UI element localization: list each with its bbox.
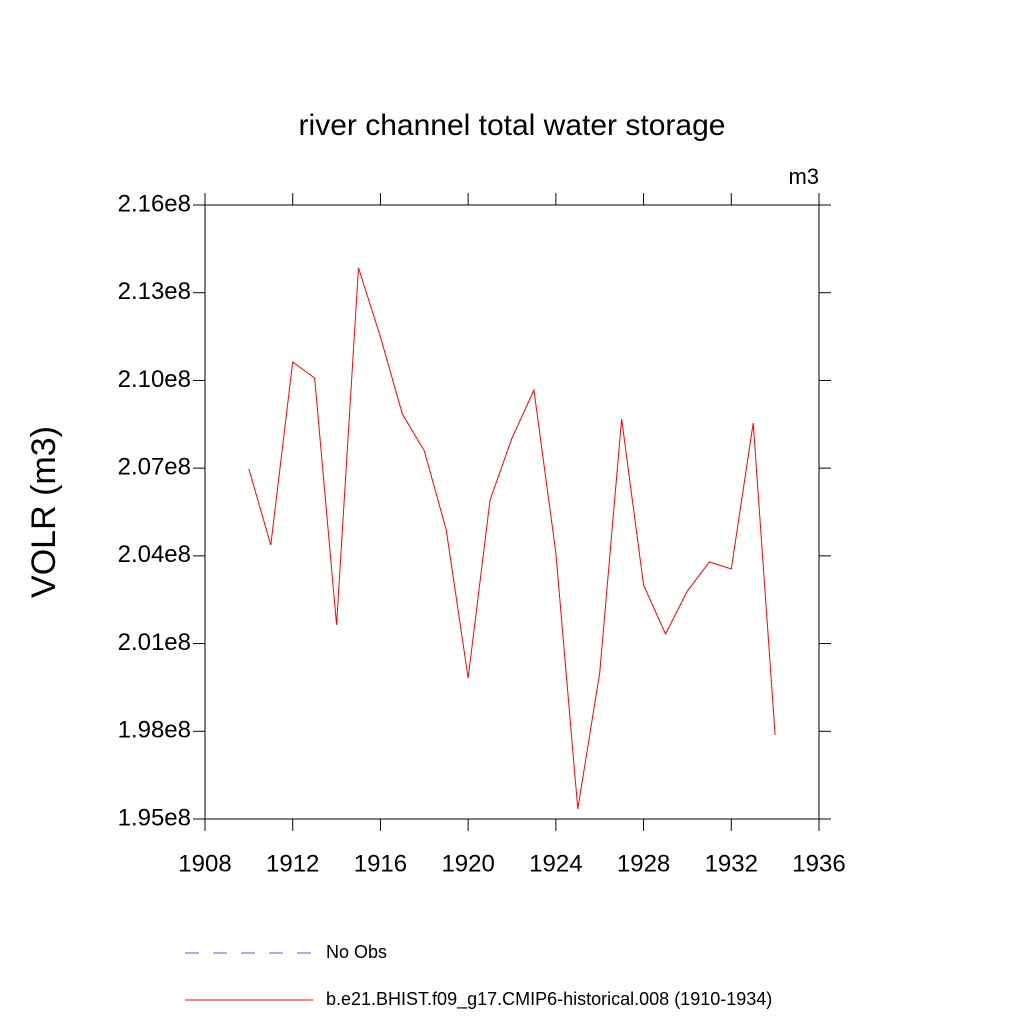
- x-tick-label: 1928: [617, 850, 670, 877]
- y-tick-label: 2.01e8: [118, 629, 191, 656]
- y-axis-label: VOLR (m3): [25, 426, 63, 598]
- x-tick-label: 1908: [178, 850, 231, 877]
- x-tick-label: 1936: [792, 850, 845, 877]
- x-tick-label: 1924: [529, 850, 582, 877]
- legend-label: b.e21.BHIST.f09_g17.CMIP6-historical.008…: [326, 989, 772, 1010]
- y-tick-label: 2.10e8: [118, 366, 191, 393]
- x-tick-label: 1932: [705, 850, 758, 877]
- chart-title: river channel total water storage: [299, 109, 726, 142]
- x-tick-label: 1920: [441, 850, 494, 877]
- legend-label: No Obs: [326, 942, 387, 962]
- y-tick-label: 1.95e8: [118, 804, 191, 831]
- units-label: m3: [788, 164, 819, 189]
- y-tick-label: 2.07e8: [118, 453, 191, 480]
- y-tick-label: 2.13e8: [118, 278, 191, 305]
- x-tick-label: 1912: [266, 850, 319, 877]
- y-tick-label: 2.16e8: [118, 190, 191, 217]
- y-tick-label: 1.98e8: [118, 717, 191, 744]
- plot-frame: [204, 204, 820, 820]
- x-tick-label: 1916: [354, 850, 407, 877]
- data-line: [248, 267, 776, 810]
- y-tick-label: 2.04e8: [118, 541, 191, 568]
